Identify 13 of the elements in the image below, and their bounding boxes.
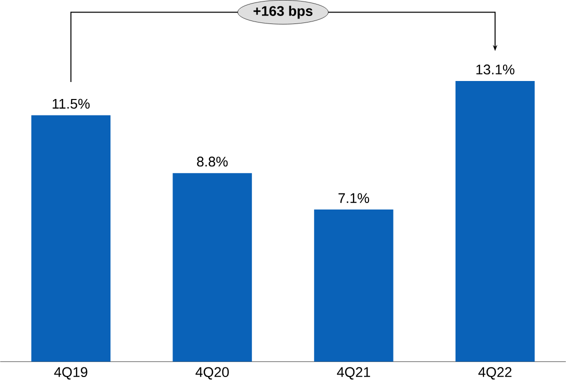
bar bbox=[172, 173, 252, 362]
x-tick-label: 4Q21 bbox=[336, 367, 370, 380]
data-label: 8.8% bbox=[197, 156, 228, 167]
text: +163 bps bbox=[254, 6, 312, 19]
x-tick-label: 4Q19 bbox=[54, 367, 88, 380]
bar bbox=[456, 81, 535, 362]
bar bbox=[314, 210, 394, 362]
x-tick-label: 4Q22 bbox=[478, 367, 512, 380]
bar bbox=[31, 115, 110, 362]
data-label: 7.1% bbox=[338, 193, 370, 204]
data-label: 11.5% bbox=[52, 98, 90, 109]
x-tick-label: 4Q20 bbox=[196, 367, 229, 380]
data-label: 13.1% bbox=[476, 64, 514, 74]
